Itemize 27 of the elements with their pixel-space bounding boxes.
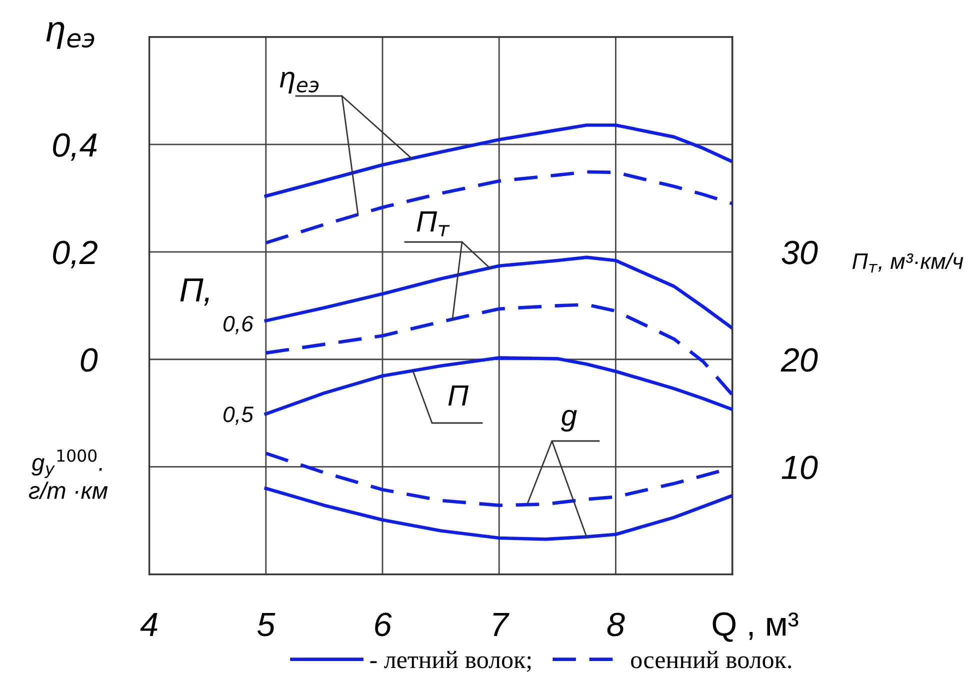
x-tick-label: 5 <box>257 613 276 636</box>
legend-label: осенний волок. <box>631 650 792 668</box>
y3-tick-label: 0,5 <box>223 406 254 425</box>
annotation: η$_{еэ}$ <box>280 72 319 94</box>
y2-axis-title: П$_{т}$, м³·км/ч <box>852 252 964 272</box>
y-tick-label: 0 <box>80 348 98 372</box>
annotation: g <box>560 410 577 432</box>
legend-label: - летний волок; <box>370 650 531 672</box>
x-tick-label: 7 <box>493 613 510 636</box>
line-series <box>264 123 732 198</box>
y2-tick-label: 30 <box>782 240 818 264</box>
y3-axis-title: П, <box>180 278 209 306</box>
y-tick-label: 0,2 <box>53 240 98 268</box>
x-tick-label: 6 <box>375 612 392 636</box>
y-axis-title: η$_{еэ}$ <box>46 22 94 49</box>
y2-tick-label: 10 <box>782 456 818 480</box>
annotation: П <box>448 385 469 406</box>
y-tick-label: 0,4 <box>53 133 97 161</box>
annotation: П$_{т}$ <box>416 211 450 236</box>
y-axis-title: g$_{у}$$^{1000}$. г/т ·км <box>28 449 108 499</box>
line-series <box>264 256 732 330</box>
x-tick-label: 4 <box>140 613 158 636</box>
x-tick-label: 8 <box>607 612 625 636</box>
x-axis-title: Q , м³ <box>712 612 798 642</box>
y2-tick-label: 20 <box>780 348 818 372</box>
line-series <box>264 170 732 244</box>
y3-tick-label: 0,6 <box>223 316 254 334</box>
